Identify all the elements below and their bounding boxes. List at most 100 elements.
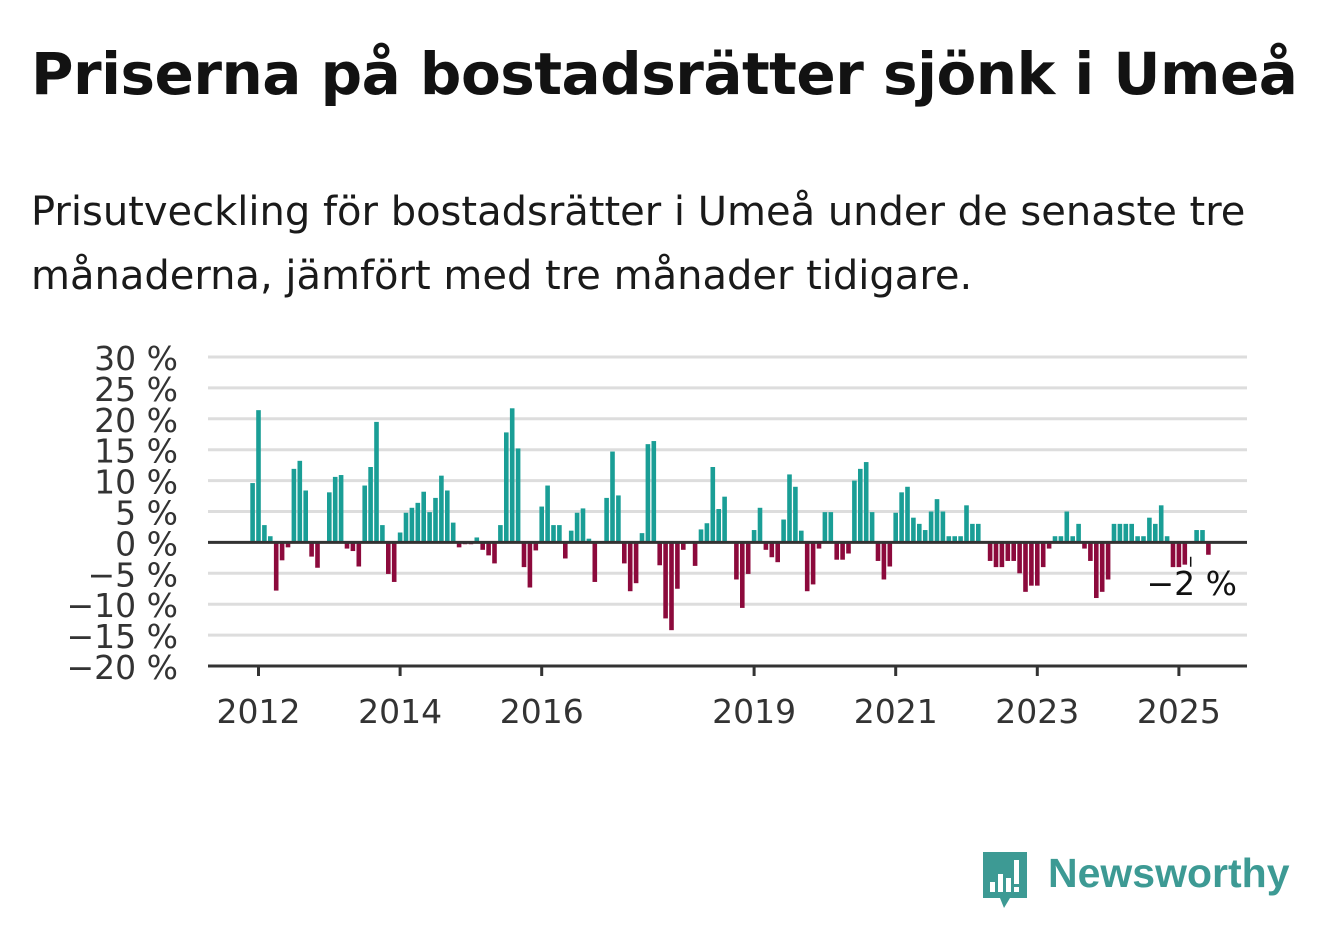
bar bbox=[1129, 523, 1134, 543]
bar bbox=[504, 432, 509, 543]
bar bbox=[822, 512, 828, 543]
bar bbox=[521, 542, 527, 568]
bar bbox=[303, 490, 308, 543]
bar bbox=[362, 485, 367, 543]
bar bbox=[309, 542, 314, 557]
newsworthy-logo: Newsworthy bbox=[980, 848, 1300, 910]
bar bbox=[332, 476, 338, 543]
bar bbox=[279, 542, 285, 561]
bar bbox=[745, 542, 751, 574]
chart-title: Priserna på bostadsrätter sjönk i Umeå bbox=[31, 40, 1298, 108]
bar bbox=[887, 542, 893, 567]
bar bbox=[627, 542, 633, 592]
bar bbox=[840, 542, 845, 560]
bar bbox=[409, 507, 415, 543]
bar bbox=[987, 542, 993, 561]
bar bbox=[828, 512, 834, 543]
bar bbox=[1206, 542, 1211, 555]
bar bbox=[657, 542, 662, 566]
bar bbox=[445, 490, 450, 543]
bar bbox=[1176, 542, 1182, 568]
bar-chart: 30 %25 %20 %15 %10 %5 %0 %−5 %−10 %−15 %… bbox=[67, 339, 1247, 731]
bar bbox=[793, 486, 798, 543]
bar bbox=[1153, 523, 1158, 543]
bar bbox=[757, 507, 763, 543]
y-tick-label: −5 % bbox=[88, 555, 179, 594]
bar bbox=[922, 530, 928, 543]
bar bbox=[262, 525, 267, 543]
bar bbox=[1200, 530, 1205, 543]
bar bbox=[433, 497, 438, 543]
bar bbox=[1094, 542, 1099, 599]
bar bbox=[1111, 523, 1117, 543]
bar bbox=[250, 483, 255, 543]
bar bbox=[834, 542, 839, 560]
bar bbox=[1194, 530, 1199, 543]
bar bbox=[999, 542, 1005, 568]
bar bbox=[810, 542, 816, 585]
bar bbox=[592, 542, 598, 582]
bar bbox=[669, 542, 674, 631]
bar bbox=[692, 542, 698, 566]
bar bbox=[539, 506, 544, 543]
bar bbox=[374, 421, 379, 543]
bar bbox=[1123, 523, 1129, 543]
bar bbox=[863, 462, 869, 543]
bar bbox=[344, 542, 350, 549]
bar bbox=[740, 542, 745, 608]
x-tick-label: 2025 bbox=[1137, 692, 1221, 731]
bar bbox=[816, 542, 822, 549]
bar bbox=[427, 512, 432, 543]
bar bbox=[716, 509, 721, 543]
axis-labels: 30 %25 %20 %15 %10 %5 %0 %−5 %−10 %−15 %… bbox=[67, 339, 1238, 731]
bar bbox=[875, 542, 881, 561]
newsworthy-logo-icon bbox=[983, 852, 1027, 908]
bar bbox=[498, 525, 503, 543]
bar bbox=[639, 533, 645, 543]
bar bbox=[492, 542, 497, 564]
bar bbox=[881, 542, 887, 580]
y-tick-label: 30 % bbox=[94, 339, 178, 378]
bar bbox=[675, 542, 680, 589]
grid-lines bbox=[208, 355, 1247, 637]
bar bbox=[1135, 536, 1140, 543]
bar bbox=[1058, 536, 1064, 543]
bar bbox=[946, 536, 952, 543]
bar bbox=[681, 542, 686, 550]
bar bbox=[775, 542, 780, 563]
bar bbox=[486, 542, 491, 556]
bar bbox=[356, 542, 362, 567]
bar bbox=[928, 511, 934, 543]
bar bbox=[1040, 542, 1046, 568]
y-tick-label: 25 % bbox=[94, 370, 178, 409]
bar bbox=[1099, 542, 1105, 592]
bar bbox=[421, 491, 426, 543]
bar bbox=[869, 512, 875, 543]
bar bbox=[651, 441, 657, 543]
bar bbox=[958, 536, 963, 543]
bar bbox=[964, 505, 969, 543]
bar bbox=[645, 444, 651, 543]
bar bbox=[1011, 542, 1016, 561]
bar bbox=[911, 517, 916, 543]
bar bbox=[846, 542, 851, 554]
bar bbox=[380, 525, 385, 543]
bar bbox=[568, 530, 574, 543]
bar bbox=[586, 538, 592, 543]
bar bbox=[415, 502, 421, 543]
axes bbox=[208, 540, 1247, 676]
bar bbox=[616, 495, 621, 543]
bar bbox=[515, 448, 521, 543]
bar bbox=[799, 530, 804, 543]
bar bbox=[480, 542, 485, 550]
bar bbox=[852, 480, 857, 543]
bar bbox=[450, 522, 456, 543]
bar bbox=[557, 525, 562, 543]
bar bbox=[580, 508, 586, 543]
bar bbox=[545, 485, 550, 543]
bar bbox=[858, 468, 863, 543]
bar bbox=[273, 542, 279, 591]
bar bbox=[781, 519, 786, 543]
bar bbox=[1029, 542, 1034, 586]
bar bbox=[315, 542, 320, 568]
